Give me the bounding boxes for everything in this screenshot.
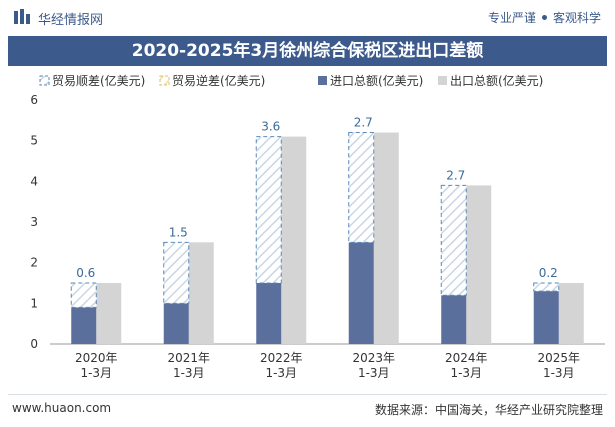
data-label-4: 2.7 — [446, 168, 465, 182]
export-bar-3 — [373, 132, 399, 344]
surplus-bar-5 — [533, 282, 560, 292]
y-tick-label-3: 3 — [30, 215, 38, 229]
tagline: 专业严谨 客观科学 — [488, 9, 601, 26]
surplus-bar-4 — [440, 184, 467, 296]
legend-label-2: 进口总额(亿美元) — [330, 73, 423, 88]
x-tick-label-1-line-1: 1-3月 — [173, 366, 205, 380]
data-label-1: 1.5 — [169, 225, 188, 239]
export-bar-2 — [281, 136, 307, 344]
x-tick-label-1-line-0: 2021年 — [167, 351, 210, 365]
export-bar-1 — [188, 242, 214, 344]
footer-website: www.huaon.com — [12, 401, 112, 415]
x-tick-label-3-line-1: 1-3月 — [358, 366, 390, 380]
footer-divider — [8, 394, 607, 395]
y-tick-label-0: 0 — [30, 337, 38, 351]
legend-swatch-2 — [318, 76, 327, 85]
legend-label-0: 贸易顺差(亿美元) — [52, 73, 145, 88]
legend-swatch-3 — [438, 76, 447, 85]
y-tick-label-2: 2 — [30, 256, 38, 270]
y-tick-label-4: 4 — [30, 174, 38, 188]
legend-swatch-0 — [39, 75, 50, 86]
export-bar-5 — [558, 283, 584, 344]
data-label-2: 3.6 — [261, 120, 280, 134]
legend-label-3: 出口总额(亿美元) — [450, 73, 543, 88]
brand-name: 华经情报网 — [38, 13, 104, 28]
import-bar-4 — [441, 295, 467, 344]
y-tick-label-6: 6 — [30, 93, 38, 107]
x-tick-label-2-line-1: 1-3月 — [265, 366, 297, 380]
surplus-bar-1 — [163, 241, 190, 304]
tagline-right: 客观科学 — [552, 11, 601, 25]
x-tick-label-5-line-1: 1-3月 — [543, 366, 575, 380]
x-tick-label-0-line-1: 1-3月 — [80, 366, 112, 380]
dot-separator — [541, 15, 547, 20]
top-bar: 华经情报网 专业严谨 客观科学 — [0, 0, 615, 36]
chart-title: 2020-2025年3月徐州综合保税区进出口差额 — [8, 36, 607, 66]
data-label-3: 2.7 — [354, 116, 373, 130]
export-bar-0 — [96, 283, 122, 344]
legend-label-1: 贸易逆差(亿美元) — [172, 73, 265, 88]
surplus-bar-3 — [348, 132, 375, 243]
footer-source: 数据来源：中国海关，华经产业研究院整理 — [374, 403, 603, 417]
y-tick-label-1: 1 — [30, 296, 38, 310]
bar-chart: 贸易顺差(亿美元) 贸易逆差(亿美元) 进口总额(亿美元) 出口总额(亿美元) 0 1 2 3… — [30, 73, 605, 380]
x-tick-label-3-line-0: 2023年 — [352, 351, 395, 365]
import-bar-0 — [71, 307, 97, 344]
huajing-logo-icon — [14, 9, 30, 24]
surplus-bar-0 — [70, 282, 97, 308]
export-bar-4 — [466, 185, 492, 344]
data-label-5: 0.2 — [539, 266, 558, 280]
x-tick-label-4-line-0: 2024年 — [445, 351, 488, 365]
x-tick-label-2-line-0: 2022年 — [260, 351, 303, 365]
import-bar-3 — [348, 242, 374, 344]
x-tick-label-4-line-1: 1-3月 — [450, 366, 482, 380]
data-label-0: 0.6 — [76, 266, 95, 280]
surplus-bar-2 — [255, 136, 282, 284]
import-bar-5 — [533, 291, 559, 344]
import-bar-1 — [163, 303, 189, 344]
x-tick-label-0-line-0: 2020年 — [75, 351, 118, 365]
import-bar-2 — [256, 283, 282, 344]
y-tick-label-5: 5 — [30, 134, 38, 148]
legend-swatch-1 — [159, 75, 170, 86]
tagline-left: 专业严谨 — [487, 11, 536, 25]
x-tick-label-5-line-0: 2025年 — [537, 351, 580, 365]
